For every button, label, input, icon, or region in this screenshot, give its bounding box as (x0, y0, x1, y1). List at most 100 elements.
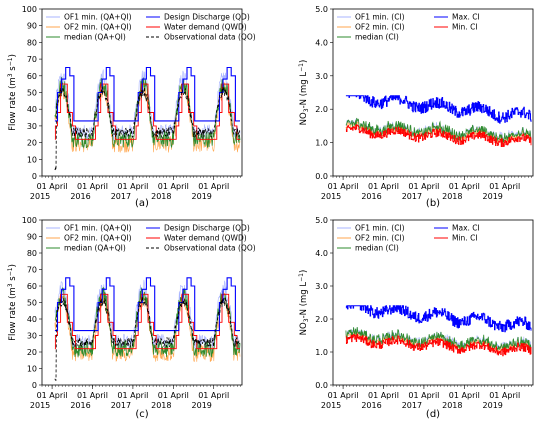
legend: OF1 min. (CI) Max. CI OF2 min. (CI) Min. CI… (337, 13, 480, 42)
series-design-discharge (54, 66, 240, 122)
legend-label: Water demand (QWD) (164, 234, 247, 243)
x-tick-label-date: 01 April (368, 391, 399, 400)
plot-area (345, 95, 532, 147)
series-max-ci (345, 95, 532, 124)
series-median (54, 286, 241, 358)
legend-label: OF2 min. (CI) (355, 234, 405, 243)
x-tick-label-date: 01 April (408, 182, 439, 191)
y-tick-label: 60 (27, 282, 37, 291)
x-tick-label-date: 01 April (328, 391, 359, 400)
x-tick-label-date: 01 April (198, 182, 229, 191)
x-tick-label-date: 01 April (198, 391, 229, 400)
y-tick-label: 100 (22, 216, 37, 225)
x-tick-label-year: 2017 (111, 192, 131, 201)
x-tick-label-year: 2016 (361, 401, 381, 410)
plot-area (54, 277, 241, 381)
y-tick-label: 4.0 (315, 38, 328, 47)
x-tick-label-date: 01 April (77, 182, 108, 191)
x-tick-label-year: 2018 (442, 192, 462, 201)
panel-label: (d) (426, 409, 440, 420)
y-axis-label: NO3-N (mg L−1) (298, 270, 310, 336)
panel-label: (b) (426, 198, 440, 209)
x-tick-label-year: 2016 (361, 192, 381, 201)
y-tick-label: 0 (32, 172, 37, 181)
legend-label: Water demand (QWD) (164, 23, 247, 32)
y-tick-label: 20 (27, 139, 37, 148)
series-design-discharge (54, 277, 240, 332)
series-min-ci (345, 124, 532, 147)
legend-label: Max. CI (452, 224, 480, 233)
legend-label: Min. CI (452, 23, 478, 32)
x-tick-label-date: 01 April (37, 391, 68, 400)
legend-label: Design Discharge (QD) (164, 13, 250, 22)
y-tick-label: 0.0 (315, 381, 328, 390)
legend: OF1 min. (CI) Max. CI OF2 min. (CI) Min. CI… (337, 224, 480, 253)
y-tick-label: 80 (27, 38, 37, 47)
panel-label: (c) (135, 409, 148, 420)
legend-label: Design Discharge (QD) (164, 224, 250, 233)
y-tick-label: 50 (27, 299, 37, 308)
axes-frame (332, 219, 534, 386)
plot-area (345, 305, 532, 357)
series-median-ci (345, 326, 532, 351)
y-tick-label: 40 (27, 105, 37, 114)
x-tick-label-date: 01 April (368, 182, 399, 191)
y-tick-label: 80 (27, 249, 37, 258)
legend-label: OF1 min. (CI) (355, 13, 405, 22)
x-tick-label-year: 2015 (321, 192, 341, 201)
y-tick-label: 50 (27, 89, 37, 98)
x-tick-label-year: 2018 (442, 401, 462, 410)
y-tick-label: 10 (27, 365, 37, 374)
x-tick-label-date: 01 April (158, 391, 189, 400)
legend-label: Min. CI (452, 234, 478, 243)
plot-area (54, 66, 241, 171)
axes-frame (332, 8, 534, 177)
series-water-demand (54, 293, 240, 350)
y-tick-label: 3.0 (315, 282, 328, 291)
x-tick-label-year: 2019 (192, 401, 212, 410)
y-tick-label: 20 (27, 348, 37, 357)
x-tick-label-year: 2016 (70, 192, 90, 201)
x-tick-label-date: 01 April (158, 182, 189, 191)
legend-label: OF1 min. (CI) (355, 224, 405, 233)
y-tick-label: 5.0 (315, 5, 328, 14)
y-tick-label: 1.0 (315, 348, 328, 357)
axes-frame (41, 8, 243, 177)
legend-label: Observational data (QO) (164, 33, 256, 42)
legend-label: median (QA+QI) (64, 33, 126, 42)
axes-frame (41, 219, 243, 386)
x-tick-label-year: 2017 (111, 401, 131, 410)
legend: OF1 min. (QA+QI) Design Discharge (QD) OF2… (46, 13, 256, 42)
legend-label: median (CI) (355, 244, 399, 253)
y-axis-label: Flow rate (m3 s−1) (7, 54, 18, 131)
x-tick-label-date: 01 April (117, 182, 148, 191)
x-tick-label-year: 2018 (151, 401, 171, 410)
x-tick-label-date: 01 April (449, 182, 480, 191)
x-tick-label-year: 2019 (483, 401, 503, 410)
y-tick-label: 1.0 (315, 139, 328, 148)
y-axis-label: Flow rate (m3 s−1) (7, 264, 18, 341)
y-tick-label: 70 (27, 55, 37, 64)
x-tick-label-date: 01 April (37, 182, 68, 191)
y-tick-label: 30 (27, 122, 37, 131)
legend: OF1 min. (QA+QI) Design Discharge (QD) OF2… (46, 224, 256, 253)
x-tick-label-year: 2019 (483, 192, 503, 201)
series-max-ci (345, 305, 532, 333)
y-tick-label: 5.0 (315, 216, 328, 225)
series-min-ci (345, 333, 532, 357)
y-tick-label: 3.0 (315, 72, 328, 81)
x-tick-label-date: 01 April (117, 391, 148, 400)
y-tick-label: 0.0 (315, 172, 328, 181)
legend-label: OF1 min. (QA+QI) (64, 224, 132, 233)
x-tick-label-year: 2019 (192, 192, 212, 201)
y-tick-label: 10 (27, 155, 37, 164)
legend-label: Observational data (QO) (164, 244, 256, 253)
y-axis-label: NO3-N (mg L−1) (298, 60, 310, 126)
legend-label: Max. CI (452, 13, 480, 22)
x-tick-label-date: 01 April (489, 182, 520, 191)
x-tick-label-year: 2018 (151, 192, 171, 201)
